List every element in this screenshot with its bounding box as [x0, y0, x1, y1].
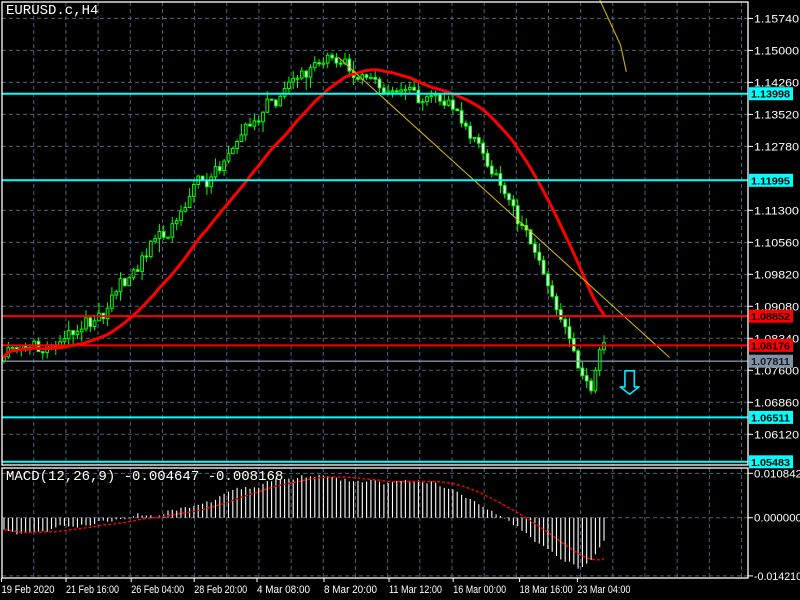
svg-text:26 Feb 04:00: 26 Feb 04:00: [131, 584, 184, 596]
svg-text:23 Mar 04:00: 23 Mar 04:00: [577, 584, 630, 596]
svg-text:1.07811: 1.07811: [751, 356, 790, 368]
svg-text:1.06120: 1.06120: [754, 429, 799, 441]
svg-text:0.010842: 0.010842: [754, 468, 800, 480]
svg-text:1.10560: 1.10560: [754, 237, 799, 249]
svg-text:1.09820: 1.09820: [754, 269, 799, 281]
svg-text:1.06511: 1.06511: [751, 412, 790, 424]
svg-text:1.13520: 1.13520: [754, 109, 799, 121]
svg-text:EURUSD.c,H4: EURUSD.c,H4: [6, 3, 98, 19]
svg-text:18 Mar 16:00: 18 Mar 16:00: [520, 584, 573, 596]
svg-text:8 Mar 20:00: 8 Mar 20:00: [324, 584, 377, 596]
svg-text:16 Mar 00:00: 16 Mar 00:00: [453, 584, 506, 596]
svg-text:0.000000: 0.000000: [754, 513, 800, 525]
svg-text:1.08176: 1.08176: [751, 340, 790, 352]
svg-text:1.15740: 1.15740: [754, 13, 799, 25]
svg-text:1.13998: 1.13998: [751, 89, 790, 101]
svg-text:1.15000: 1.15000: [754, 45, 799, 57]
svg-text:4 Mar 08:00: 4 Mar 08:00: [257, 584, 310, 596]
svg-text:21 Feb 16:00: 21 Feb 16:00: [66, 584, 119, 596]
svg-text:1.08852: 1.08852: [751, 311, 790, 323]
svg-text:MACD(12,26,9) -0.004647 -0.008: MACD(12,26,9) -0.004647 -0.008168: [6, 469, 283, 485]
svg-text:11 Mar 12:00: 11 Mar 12:00: [389, 584, 442, 596]
svg-text:1.11300: 1.11300: [754, 205, 799, 217]
svg-text:-0.014210: -0.014210: [754, 571, 800, 583]
svg-text:1.12780: 1.12780: [754, 141, 799, 153]
svg-text:1.06860: 1.06860: [754, 397, 799, 409]
svg-text:28 Feb 20:00: 28 Feb 20:00: [194, 584, 247, 596]
svg-text:19 Feb 2020: 19 Feb 2020: [2, 584, 55, 596]
svg-text:1.11995: 1.11995: [751, 175, 790, 187]
svg-text:1.05483: 1.05483: [751, 457, 790, 469]
